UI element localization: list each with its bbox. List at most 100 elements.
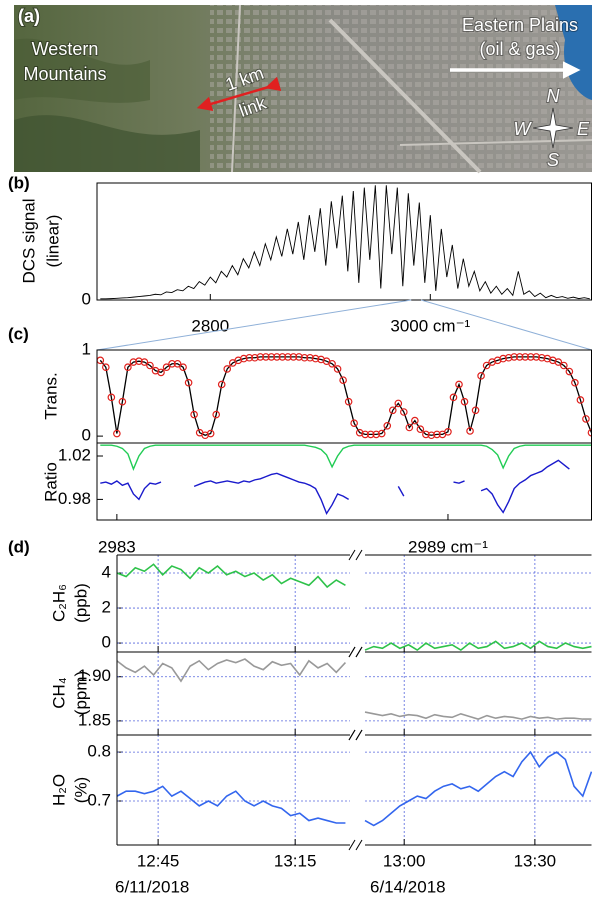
data-point bbox=[560, 361, 568, 370]
y-axis-label: CH₄ bbox=[49, 677, 68, 709]
data-point bbox=[521, 353, 530, 361]
y-axis-label: C₂H₆ bbox=[49, 584, 68, 622]
x-date-label: 6/14/2018 bbox=[370, 877, 446, 896]
axis-break bbox=[355, 839, 363, 851]
panel-label: (a) bbox=[18, 6, 40, 26]
data-point bbox=[350, 419, 358, 427]
map-label: (oil & gas) bbox=[479, 39, 560, 59]
axis-break bbox=[355, 729, 363, 741]
zoom-line bbox=[420, 299, 592, 351]
data-point bbox=[411, 416, 419, 425]
x-tick-label: 3000 cm⁻¹ bbox=[390, 316, 470, 335]
data-point bbox=[565, 367, 574, 376]
compass-label: W bbox=[514, 119, 533, 139]
y-axis-label: Trans. bbox=[41, 372, 60, 420]
data-point bbox=[477, 372, 485, 380]
data-point bbox=[339, 376, 347, 384]
panel-label: (d) bbox=[8, 537, 30, 556]
y-tick-label: 0.7 bbox=[87, 790, 111, 809]
data-point bbox=[532, 353, 541, 361]
data-point bbox=[466, 427, 474, 435]
data-point bbox=[273, 353, 281, 361]
data-point bbox=[333, 365, 342, 373]
axis-break bbox=[348, 729, 356, 741]
data-point bbox=[526, 353, 535, 361]
zoom-line bbox=[96, 299, 412, 351]
fit-line bbox=[99, 356, 592, 436]
y-tick-label: 4 bbox=[102, 563, 111, 582]
map-label: Western bbox=[32, 39, 99, 59]
data-point bbox=[455, 380, 463, 389]
data-point bbox=[179, 363, 187, 372]
data-point bbox=[262, 353, 270, 361]
data-point bbox=[394, 399, 403, 408]
ratio-line bbox=[100, 444, 592, 471]
data-point bbox=[554, 358, 563, 366]
axis-break bbox=[348, 646, 356, 658]
data-point bbox=[361, 430, 369, 439]
data-point bbox=[129, 358, 138, 366]
data-point bbox=[190, 410, 198, 419]
map-image bbox=[14, 4, 592, 174]
x-tick-label: 13:30 bbox=[514, 851, 557, 870]
time-series-line bbox=[364, 711, 592, 720]
data-point bbox=[168, 359, 176, 368]
x-tick-label: 2800 bbox=[191, 316, 229, 335]
map-label: Mountains bbox=[23, 64, 106, 84]
data-point bbox=[344, 397, 353, 406]
panel-label: (c) bbox=[8, 324, 29, 343]
y-tick-label: 0.98 bbox=[58, 489, 91, 508]
y-axis-label: (ppb) bbox=[71, 583, 90, 623]
data-point bbox=[118, 397, 127, 406]
time-series-line bbox=[364, 750, 592, 827]
data-point bbox=[416, 425, 425, 434]
x-date-label: 6/11/2018 bbox=[115, 877, 189, 896]
data-point bbox=[366, 430, 375, 439]
data-point bbox=[300, 353, 309, 362]
data-point bbox=[278, 353, 287, 361]
axis-break bbox=[348, 549, 356, 561]
data-point bbox=[135, 357, 143, 365]
data-point bbox=[537, 353, 546, 362]
data-point bbox=[328, 359, 336, 368]
y-axis-label: (%) bbox=[71, 777, 90, 803]
data-point bbox=[251, 353, 259, 362]
compass-label: S bbox=[547, 150, 559, 170]
data-point bbox=[239, 354, 248, 363]
y-tick-label: 1.02 bbox=[58, 445, 91, 464]
axis-break bbox=[348, 839, 356, 851]
x-tick-label: 13:15 bbox=[274, 851, 317, 870]
time-series-line bbox=[364, 640, 592, 652]
y-tick-label: 1.90 bbox=[78, 666, 111, 685]
data-point bbox=[184, 378, 193, 387]
axis-break bbox=[355, 549, 363, 561]
data-point bbox=[212, 410, 220, 419]
data-point bbox=[433, 430, 441, 439]
data-point bbox=[471, 406, 480, 415]
plot-frame bbox=[96, 182, 592, 301]
time-series-line bbox=[116, 785, 346, 824]
data-point bbox=[504, 353, 513, 362]
y-tick-label: 1 bbox=[82, 339, 91, 358]
y-tick-label: 1.85 bbox=[78, 710, 111, 729]
data-point bbox=[372, 430, 381, 439]
data-point bbox=[289, 353, 298, 361]
data-point bbox=[515, 353, 524, 361]
x-tick-label: 13:00 bbox=[383, 851, 426, 870]
time-series-line bbox=[116, 563, 346, 589]
data-point bbox=[388, 406, 397, 415]
y-tick-label: 0 bbox=[102, 633, 111, 652]
data-point bbox=[449, 393, 458, 402]
data-point bbox=[377, 429, 386, 438]
y-tick-label: 0 bbox=[82, 289, 91, 308]
data-point bbox=[400, 408, 408, 416]
data-point bbox=[427, 431, 436, 440]
data-point bbox=[510, 353, 518, 361]
map-label: Eastern Plains bbox=[462, 15, 578, 35]
y-axis-label: H₂O bbox=[49, 774, 68, 806]
data-point bbox=[499, 354, 507, 363]
axis-break bbox=[355, 646, 363, 658]
data-point bbox=[223, 365, 232, 373]
